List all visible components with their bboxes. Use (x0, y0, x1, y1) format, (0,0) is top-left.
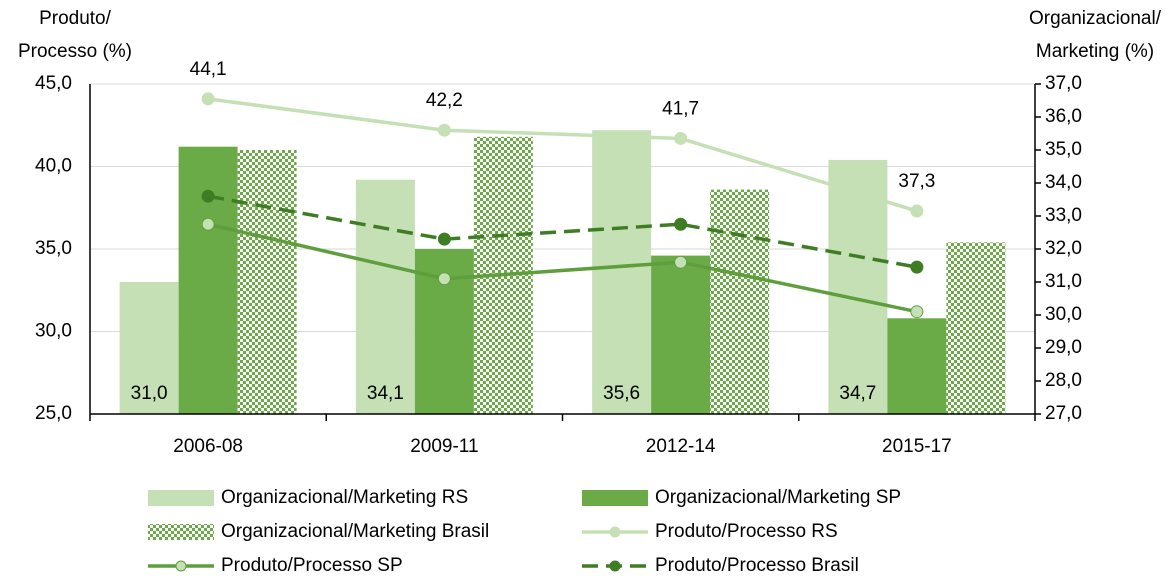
bar (355, 179, 415, 414)
legend-marker (175, 560, 187, 572)
data-label: 41,7 (662, 98, 699, 119)
y2-tick-label: 29,0 (1045, 337, 1082, 358)
line-marker (437, 123, 451, 137)
y2-tick-label: 32,0 (1045, 238, 1082, 259)
y2-axis-title: Marketing (%) (1036, 41, 1154, 62)
legend-label: Organizacional/Marketing Brasil (221, 521, 489, 542)
bar (651, 255, 711, 414)
bar (946, 242, 1006, 414)
y-tick-label: 25,0 (35, 403, 72, 424)
x-tick-label: 2012-14 (646, 436, 716, 457)
y-axis-title: Processo (%) (18, 41, 132, 62)
bar (828, 159, 888, 414)
y2-tick-label: 35,0 (1045, 139, 1082, 160)
y-tick-label: 45,0 (35, 73, 72, 94)
y2-tick-label: 27,0 (1045, 403, 1082, 424)
line-marker (910, 260, 924, 274)
legend-swatch (148, 524, 214, 540)
legend-marker (609, 526, 621, 538)
y-tick-label: 35,0 (35, 238, 72, 259)
legend-label: Produto/Processo Brasil (655, 555, 859, 576)
legend-label: Organizacional/Marketing SP (655, 487, 901, 508)
bar (237, 150, 297, 414)
bar (592, 130, 652, 414)
line-marker (437, 272, 451, 286)
legend-swatch (148, 490, 214, 506)
data-label: 34,7 (839, 383, 876, 404)
y2-tick-label: 28,0 (1045, 370, 1082, 391)
y2-tick-label: 36,0 (1045, 106, 1082, 127)
x-tick-label: 2006-08 (173, 436, 243, 457)
y2-axis-title: Organizacional/ (1029, 8, 1162, 29)
line-marker (910, 204, 924, 218)
bar (119, 282, 179, 414)
y2-tick-label: 37,0 (1045, 73, 1082, 94)
line-marker (201, 92, 215, 106)
legend-swatch (582, 490, 648, 506)
y2-tick-label: 34,0 (1045, 172, 1082, 193)
line-marker (910, 305, 924, 319)
bar (887, 318, 947, 414)
bar (178, 146, 238, 414)
data-label: 34,1 (367, 383, 404, 404)
legend-label: Produto/Processo SP (221, 555, 403, 576)
data-label: 44,1 (190, 59, 227, 80)
legend-label: Organizacional/Marketing RS (221, 487, 468, 508)
x-tick-label: 2015-17 (882, 436, 952, 457)
legend-marker (609, 560, 621, 572)
legend-label: Produto/Processo RS (655, 521, 838, 542)
y-tick-label: 40,0 (35, 156, 72, 177)
data-label: 35,6 (603, 383, 640, 404)
y-axis-title: Produto/ (39, 8, 112, 29)
y2-tick-label: 30,0 (1045, 304, 1082, 325)
line-marker (201, 189, 215, 203)
line (207, 194, 918, 269)
data-label: 31,0 (131, 383, 168, 404)
x-tick-label: 2009-11 (410, 436, 478, 457)
line-marker (201, 217, 215, 231)
bar (710, 189, 770, 414)
line-marker (437, 232, 451, 246)
line-marker (674, 217, 688, 231)
data-label: 37,3 (898, 171, 935, 192)
line (207, 97, 918, 213)
line (207, 222, 918, 314)
data-label: 42,2 (426, 90, 463, 111)
line-marker (674, 131, 688, 145)
y2-tick-label: 31,0 (1045, 271, 1082, 292)
y2-tick-label: 33,0 (1045, 205, 1082, 226)
line-marker (674, 255, 688, 269)
y-tick-label: 30,0 (35, 321, 72, 342)
